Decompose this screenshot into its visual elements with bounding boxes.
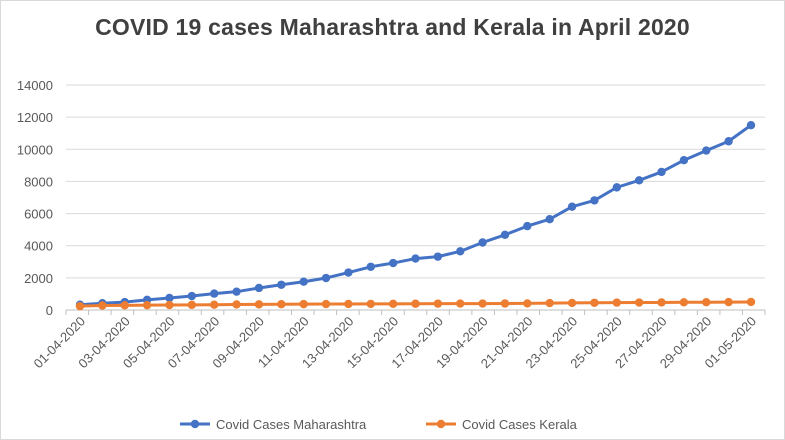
- data-point-covid-cases-kerala: [366, 299, 375, 309]
- x-axis: [65, 309, 766, 315]
- data-point-covid-cases-kerala: [612, 298, 621, 307]
- y-tick-label: 10000: [17, 142, 53, 157]
- data-point-covid-cases-kerala: [433, 299, 443, 308]
- y-axis-ticks: 0 2000 4000 6000 8000 10000 12000 14000: [17, 78, 53, 318]
- data-point-covid-cases-kerala: [702, 298, 711, 307]
- data-point-covid-cases-maharashtra: [612, 183, 621, 192]
- legend-marker-covid-cases-kerala: [436, 419, 446, 429]
- data-point-covid-cases-maharashtra: [254, 283, 264, 293]
- data-point-covid-cases-kerala: [478, 299, 487, 308]
- data-point-covid-cases-kerala: [232, 300, 241, 309]
- data-point-covid-cases-kerala: [634, 298, 644, 307]
- data-point-covid-cases-kerala: [746, 297, 756, 307]
- data-point-covid-cases-kerala: [299, 299, 308, 309]
- y-tick-label: 12000: [17, 110, 53, 125]
- data-point-covid-cases-kerala: [75, 301, 85, 311]
- data-point-covid-cases-maharashtra: [567, 202, 577, 211]
- data-point-covid-cases-maharashtra: [478, 238, 487, 247]
- data-point-covid-cases-maharashtra: [232, 287, 241, 296]
- data-point-covid-cases-maharashtra: [344, 268, 353, 277]
- data-point-covid-cases-maharashtra: [433, 252, 443, 261]
- data-point-covid-cases-kerala: [724, 297, 733, 307]
- data-point-covid-cases-kerala: [523, 299, 532, 308]
- data-point-covid-cases-maharashtra: [746, 120, 756, 130]
- data-point-covid-cases-kerala: [657, 298, 666, 307]
- legend-label-covid-cases-kerala: Covid Cases Kerala: [462, 417, 578, 432]
- y-tick-label: 6000: [24, 207, 53, 222]
- data-point-covid-cases-maharashtra: [679, 156, 689, 165]
- x-axis-ticks: 01-04-202003-04-202005-04-202007-04-2020…: [30, 314, 759, 372]
- data-point-covid-cases-maharashtra: [210, 289, 219, 298]
- gridlines: [66, 84, 765, 279]
- data-point-covid-cases-maharashtra: [388, 258, 398, 268]
- data-point-covid-cases-maharashtra: [456, 247, 465, 256]
- y-tick-label: 4000: [24, 239, 53, 254]
- data-point-covid-cases-maharashtra: [411, 254, 420, 263]
- data-point-covid-cases-kerala: [456, 299, 465, 308]
- data-point-covid-cases-kerala: [545, 298, 554, 308]
- data-point-covid-cases-maharashtra: [321, 273, 331, 283]
- data-point-covid-cases-maharashtra: [702, 146, 711, 155]
- data-point-covid-cases-kerala: [120, 301, 129, 310]
- y-tick-label: 0: [46, 303, 53, 318]
- data-point-covid-cases-kerala: [388, 299, 398, 309]
- data-point-covid-cases-maharashtra: [724, 137, 733, 146]
- data-point-covid-cases-kerala: [277, 300, 286, 309]
- data-point-covid-cases-kerala: [142, 300, 152, 310]
- data-point-covid-cases-maharashtra: [165, 293, 174, 303]
- y-tick-label: 2000: [24, 271, 53, 286]
- data-point-covid-cases-kerala: [321, 299, 331, 309]
- data-point-covid-cases-maharashtra: [545, 214, 554, 224]
- legend-marker-covid-cases-maharashtra: [190, 419, 200, 429]
- data-point-covid-cases-kerala: [210, 300, 219, 309]
- data-point-covid-cases-kerala: [98, 301, 107, 310]
- legend-label-covid-cases-maharashtra: Covid Cases Maharashtra: [216, 417, 367, 432]
- data-point-covid-cases-kerala: [679, 298, 689, 307]
- data-point-covid-cases-maharashtra: [277, 280, 286, 289]
- data-point-covid-cases-maharashtra: [366, 262, 375, 271]
- y-tick-label: 14000: [17, 78, 53, 93]
- data-point-covid-cases-kerala: [411, 299, 420, 308]
- legend: Covid Cases Maharashtra Covid Cases Keral…: [180, 417, 578, 432]
- data-point-covid-cases-kerala: [187, 300, 197, 310]
- data-point-covid-cases-maharashtra: [187, 291, 197, 301]
- data-point-covid-cases-maharashtra: [590, 196, 599, 205]
- series-group: [75, 120, 756, 311]
- data-point-covid-cases-maharashtra: [634, 176, 644, 185]
- data-point-covid-cases-maharashtra: [523, 221, 532, 231]
- data-point-covid-cases-kerala: [567, 298, 577, 308]
- data-point-covid-cases-kerala: [165, 300, 174, 310]
- chart-title: COVID 19 cases Maharashtra and Kerala in…: [95, 14, 690, 40]
- data-point-covid-cases-kerala: [590, 298, 599, 307]
- data-point-covid-cases-maharashtra: [299, 277, 308, 286]
- data-point-covid-cases-maharashtra: [657, 167, 666, 177]
- data-point-covid-cases-kerala: [500, 299, 510, 308]
- y-tick-label: 8000: [24, 174, 53, 189]
- data-point-covid-cases-kerala: [344, 299, 353, 309]
- data-point-covid-cases-kerala: [254, 300, 264, 309]
- data-point-covid-cases-maharashtra: [500, 230, 510, 239]
